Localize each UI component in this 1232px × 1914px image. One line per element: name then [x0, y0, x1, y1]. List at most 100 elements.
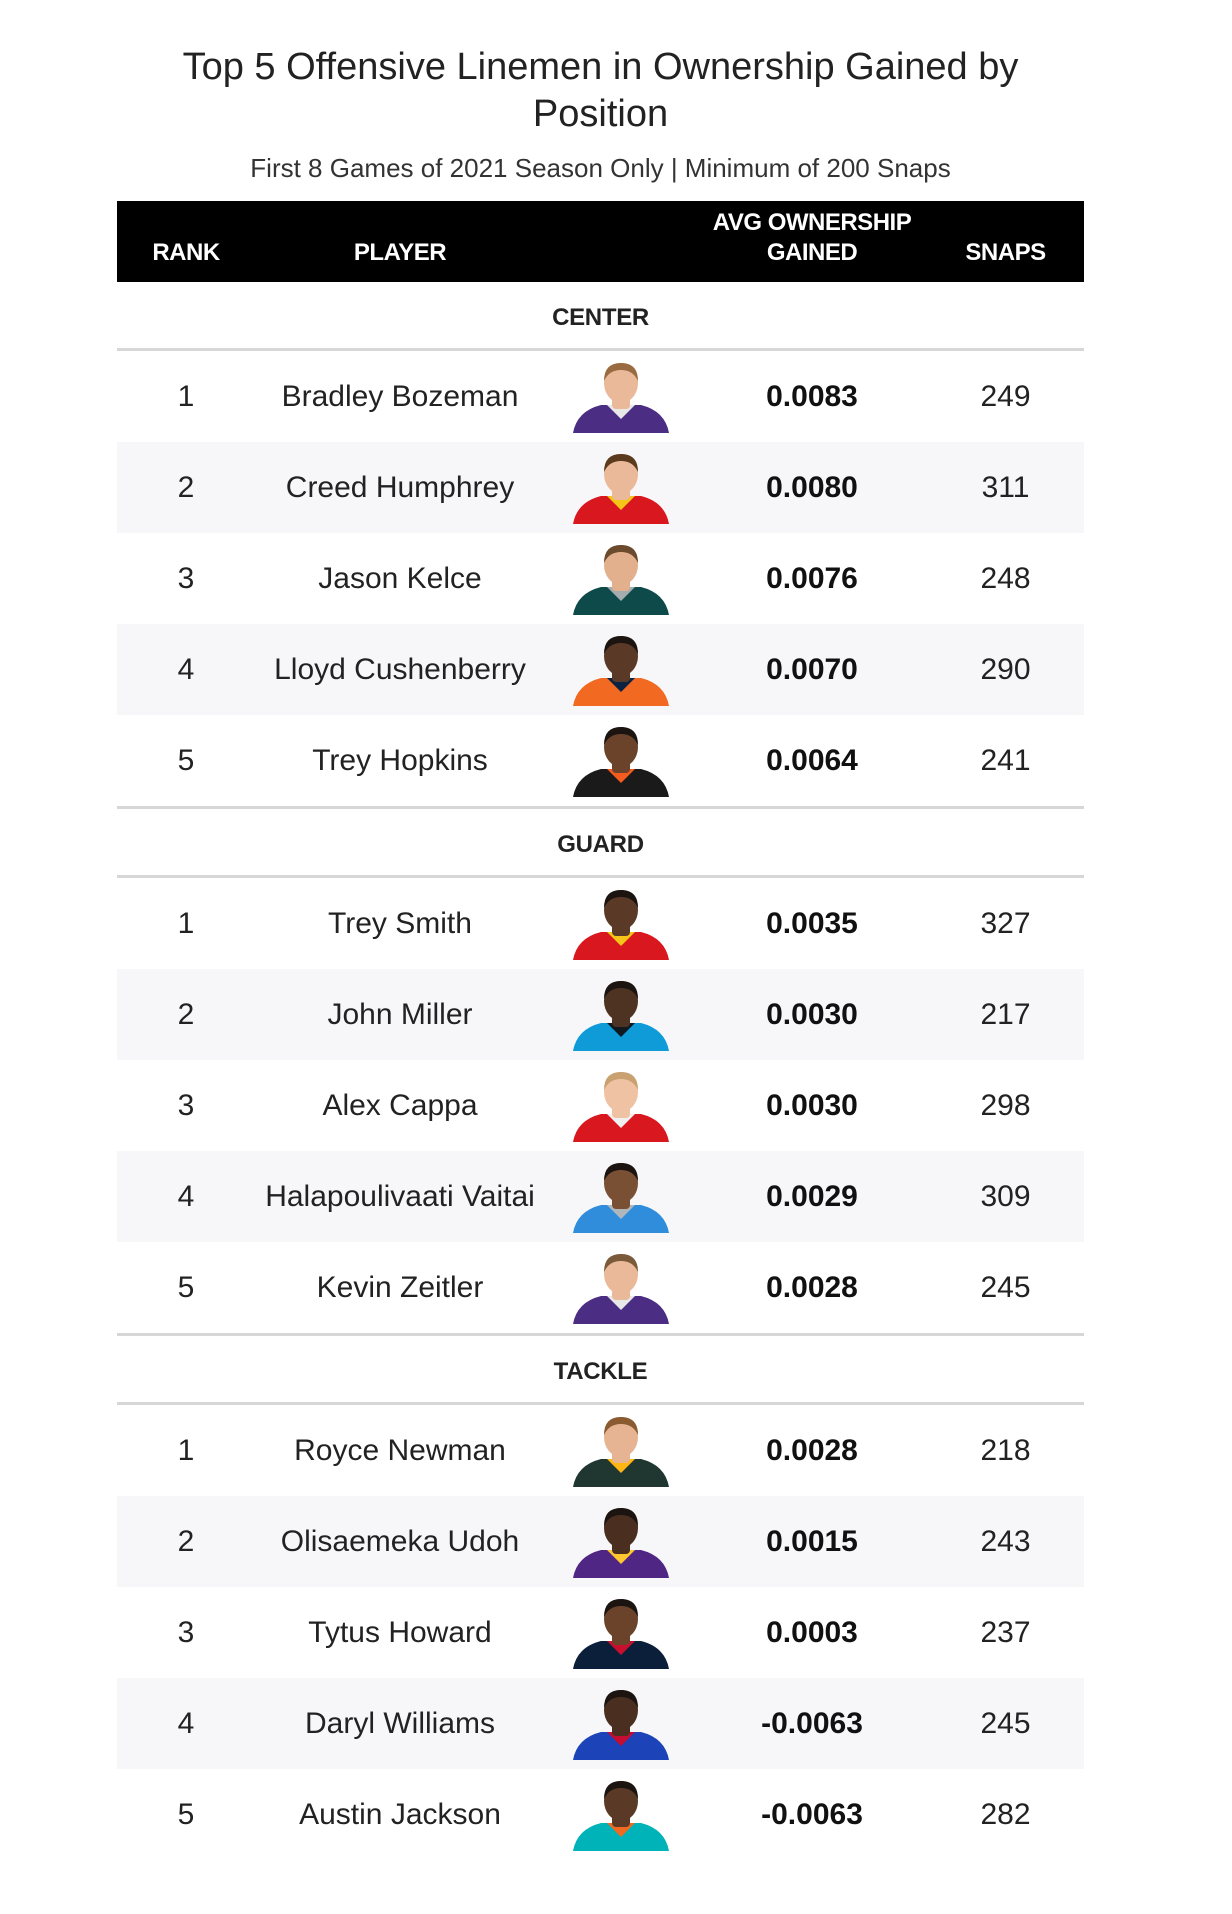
- player-headshot-icon: [573, 889, 669, 960]
- rank-cell: 2: [177, 1524, 195, 1558]
- snaps-value: 241: [980, 743, 1031, 777]
- headshot-cell: [545, 969, 697, 1060]
- headshot-cell: [545, 442, 697, 533]
- player-name: Royce Newman: [294, 1434, 506, 1467]
- table-row: 2 Olisaemeka Udoh 0.0015 243: [117, 1496, 1084, 1587]
- table-row: 5 Austin Jackson -0.0063 282: [117, 1769, 1084, 1860]
- rank-cell: 1: [177, 906, 195, 940]
- rank-cell: 5: [177, 1270, 195, 1304]
- player-headshot-icon: [573, 726, 669, 797]
- snaps-value: 245: [980, 1706, 1031, 1740]
- player-headshot-icon: [573, 1162, 669, 1233]
- avg-ownership-value: 0.0064: [766, 743, 858, 777]
- player-headshot-icon: [573, 980, 669, 1051]
- headshot-cell: [545, 1242, 697, 1333]
- player-name: Tytus Howard: [308, 1616, 492, 1649]
- table-row: 1 Trey Smith 0.0035 327: [117, 878, 1084, 969]
- header-rank: RANK: [152, 239, 220, 266]
- header-player: PLAYER: [353, 239, 447, 266]
- header-avg-line2: GAINED: [766, 239, 858, 266]
- player-name: John Miller: [327, 998, 473, 1031]
- player-headshot-icon: [573, 1416, 669, 1487]
- avg-ownership-value: 0.0028: [766, 1270, 858, 1304]
- rank-cell: 3: [177, 1088, 195, 1122]
- rank-cell: 4: [177, 1706, 195, 1740]
- player-name: Trey Hopkins: [312, 744, 488, 777]
- table-row: 4 Lloyd Cushenberry 0.0070 290: [117, 624, 1084, 715]
- table-row: 3 Jason Kelce 0.0076 248: [117, 533, 1084, 624]
- snaps-value: 245: [980, 1270, 1031, 1304]
- player-name: Jason Kelce: [318, 562, 482, 595]
- player-name: Austin Jackson: [299, 1798, 501, 1831]
- avg-ownership-value: 0.0035: [766, 906, 858, 940]
- avg-ownership-value: 0.0080: [766, 470, 858, 504]
- player-name: Alex Cappa: [322, 1089, 478, 1122]
- snaps-value: 298: [980, 1088, 1031, 1122]
- snaps-value: 248: [980, 561, 1031, 595]
- avg-ownership-value: 0.0028: [766, 1433, 858, 1467]
- headshot-cell: [545, 1151, 697, 1242]
- snaps-value: 218: [980, 1433, 1031, 1467]
- player-headshot-icon: [573, 453, 669, 524]
- rank-cell: 1: [177, 1433, 195, 1467]
- header-snaps: SNAPS: [965, 239, 1046, 266]
- snaps-value: 243: [980, 1524, 1031, 1558]
- headshot-cell: [545, 1405, 697, 1496]
- rank-cell: 2: [177, 470, 195, 504]
- table-row: 1 Royce Newman 0.0028 218: [117, 1405, 1084, 1496]
- table-row: 5 Trey Hopkins 0.0064 241: [117, 715, 1084, 806]
- table-row: 3 Tytus Howard 0.0003 237: [117, 1587, 1084, 1678]
- rank-cell: 4: [177, 652, 195, 686]
- player-headshot-icon: [573, 544, 669, 615]
- avg-ownership-value: 0.0003: [766, 1615, 858, 1649]
- headshot-cell: [545, 1496, 697, 1587]
- position-header: GUARD: [117, 809, 1084, 878]
- avg-ownership-value: 0.0015: [766, 1524, 858, 1558]
- avg-ownership-value: -0.0063: [761, 1706, 863, 1740]
- table-row: 4 Halapoulivaati Vaitai 0.0029 309: [117, 1151, 1084, 1242]
- rank-cell: 5: [177, 743, 195, 777]
- player-headshot-icon: [573, 1598, 669, 1669]
- avg-ownership-value: 0.0083: [766, 379, 858, 413]
- snaps-value: 309: [980, 1179, 1031, 1213]
- ownership-table: RANK PLAYER AVG OWNERSHIP GAINED SNAPS C…: [117, 201, 1084, 1860]
- headshot-cell: [545, 1060, 697, 1151]
- headshot-cell: [545, 878, 697, 969]
- snaps-value: 327: [980, 906, 1031, 940]
- player-headshot-icon: [573, 635, 669, 706]
- table-row: 2 John Miller 0.0030 217: [117, 969, 1084, 1060]
- player-headshot-icon: [573, 1689, 669, 1760]
- player-headshot-icon: [573, 1253, 669, 1324]
- table-body: CENTER 1 Bradley Bozeman 0.0083 249 2 Creed Hu…: [117, 282, 1084, 1860]
- position-header: TACKLE: [117, 1336, 1084, 1405]
- table-row: 4 Daryl Williams -0.0063 245: [117, 1678, 1084, 1769]
- headshot-cell: [545, 351, 697, 442]
- player-name: Halapoulivaati Vaitai: [265, 1180, 535, 1213]
- table-row: 1 Bradley Bozeman 0.0083 249: [117, 351, 1084, 442]
- table-header: RANK PLAYER AVG OWNERSHIP GAINED SNAPS: [117, 201, 1084, 282]
- header-avg-ownership: AVG OWNERSHIP GAINED: [697, 208, 927, 268]
- avg-ownership-value: 0.0029: [766, 1179, 858, 1213]
- player-headshot-icon: [573, 1071, 669, 1142]
- table-row: 5 Kevin Zeitler 0.0028 245: [117, 1242, 1084, 1333]
- position-group: 1 Bradley Bozeman 0.0083 249 2 Creed Humphrey…: [117, 351, 1084, 809]
- player-name: Kevin Zeitler: [316, 1271, 484, 1304]
- snaps-value: 249: [980, 379, 1031, 413]
- rank-cell: 3: [177, 561, 195, 595]
- player-headshot-icon: [573, 1507, 669, 1578]
- table-row: 3 Alex Cappa 0.0030 298: [117, 1060, 1084, 1151]
- avg-ownership-value: -0.0063: [761, 1797, 863, 1831]
- rank-cell: 3: [177, 1615, 195, 1649]
- player-name: Creed Humphrey: [285, 471, 515, 504]
- player-name: Olisaemeka Udoh: [280, 1525, 520, 1558]
- position-header: CENTER: [117, 282, 1084, 351]
- avg-ownership-value: 0.0076: [766, 561, 858, 595]
- rank-cell: 1: [177, 379, 195, 413]
- snaps-value: 217: [980, 997, 1031, 1031]
- player-name: Lloyd Cushenberry: [274, 653, 526, 686]
- player-headshot-icon: [573, 1780, 669, 1851]
- snaps-value: 237: [980, 1615, 1031, 1649]
- chart-title: Top 5 Offensive Linemen in Ownership Gai…: [182, 46, 1019, 135]
- player-name: Trey Smith: [328, 907, 472, 940]
